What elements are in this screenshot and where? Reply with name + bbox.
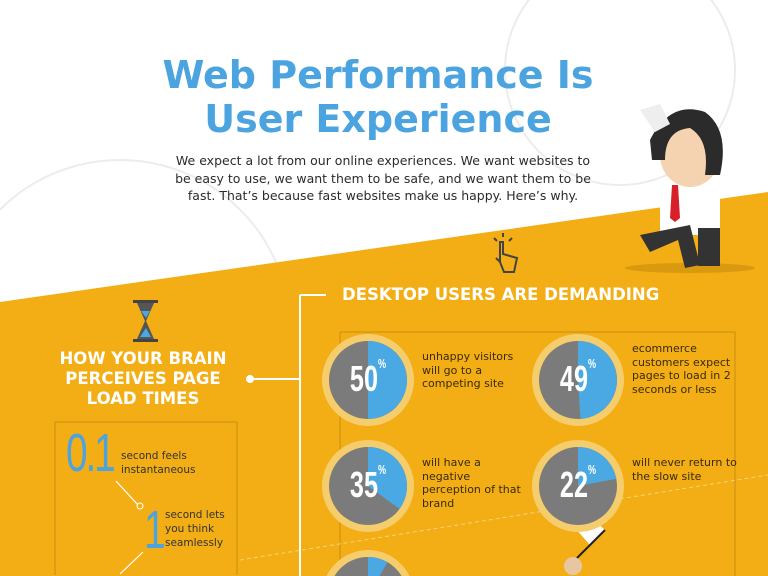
- text-line: instantaneous: [121, 464, 196, 476]
- frustrated-man-illustration: [625, 104, 755, 273]
- heading-line: LOAD TIMES: [86, 389, 200, 408]
- text-line: seamlessly: [165, 537, 224, 549]
- heading-line: HOW YOUR BRAIN: [59, 349, 227, 368]
- time-text: second feels instantaneous: [121, 449, 195, 477]
- stat-text: unhappy visitors will go to a competing …: [422, 350, 514, 390]
- page-title: Web Performance Is User Experience: [0, 53, 756, 141]
- percent-number: 50: [349, 358, 378, 399]
- time-value: 0.1: [66, 423, 116, 483]
- text-line: you think: [165, 523, 215, 535]
- stat-text: ecommerce customers expect pages to load…: [632, 342, 731, 396]
- stat-percent: 50%: [340, 356, 396, 400]
- percent-sign: %: [377, 356, 387, 371]
- pie-slice: [578, 341, 618, 419]
- stat-percent: 22%: [550, 462, 606, 506]
- intro-paragraph: We expect a lot from our online experien…: [175, 153, 591, 203]
- pie-slice: [368, 447, 408, 509]
- percent-sign: %: [377, 462, 387, 477]
- time-value: 1: [144, 500, 166, 560]
- time-text: second lets you think seamlessly: [165, 508, 225, 550]
- pie-slice: [578, 447, 617, 486]
- percent-number: 35: [349, 464, 378, 505]
- stat-percent: 35%: [340, 462, 396, 506]
- stat-text: will have a negative perception of that …: [422, 456, 521, 510]
- title-line: User Experience: [204, 97, 552, 141]
- percent-number: 22: [559, 464, 588, 505]
- desktop-section-heading: DESKTOP USERS ARE DEMANDING: [342, 285, 660, 304]
- text-line: second lets: [165, 509, 225, 521]
- pie-slice: [368, 556, 388, 576]
- stat-text: will never return to the slow site: [632, 456, 737, 483]
- brain-section-heading: HOW YOUR BRAIN PERCEIVES PAGE LOAD TIMES: [40, 349, 246, 409]
- pointer-hand-icon: [493, 233, 519, 273]
- text-line: second feels: [121, 450, 187, 462]
- heading-line: PERCEIVES PAGE: [65, 369, 221, 388]
- pie-slice: [368, 341, 407, 419]
- title-line: Web Performance Is: [162, 53, 594, 97]
- percent-number: 49: [559, 358, 588, 399]
- hourglass-icon: [133, 300, 158, 342]
- percent-sign: %: [587, 462, 597, 477]
- percent-sign: %: [587, 356, 597, 371]
- stat-percent: 49%: [550, 356, 606, 400]
